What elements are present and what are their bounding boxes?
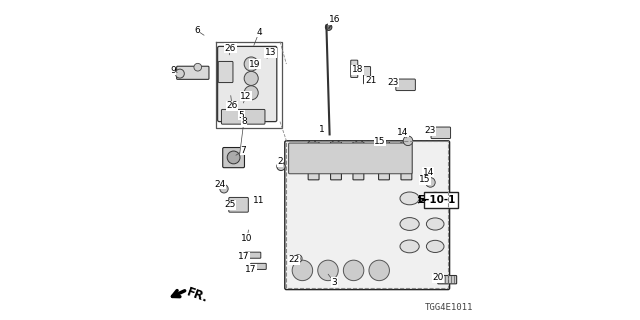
Text: 23: 23: [424, 126, 435, 135]
Circle shape: [220, 185, 228, 193]
FancyBboxPatch shape: [431, 127, 451, 139]
Circle shape: [403, 136, 413, 146]
FancyBboxPatch shape: [229, 197, 248, 212]
Text: 24: 24: [214, 180, 226, 188]
Text: 4: 4: [257, 28, 262, 36]
Text: 11: 11: [253, 196, 264, 204]
Text: 21: 21: [365, 76, 376, 85]
Circle shape: [277, 162, 285, 171]
FancyBboxPatch shape: [285, 141, 450, 290]
Text: 2: 2: [277, 157, 283, 166]
FancyBboxPatch shape: [364, 67, 371, 84]
FancyBboxPatch shape: [223, 148, 244, 168]
FancyBboxPatch shape: [351, 60, 358, 77]
Text: 12: 12: [240, 92, 252, 100]
Text: 6: 6: [194, 26, 200, 35]
Circle shape: [194, 63, 202, 71]
Ellipse shape: [426, 192, 444, 204]
FancyBboxPatch shape: [177, 66, 209, 79]
Text: 26: 26: [225, 44, 236, 52]
Text: 26: 26: [227, 101, 237, 110]
Ellipse shape: [400, 218, 419, 230]
Text: 17: 17: [245, 265, 256, 274]
Circle shape: [244, 71, 259, 85]
Text: 23: 23: [387, 78, 399, 87]
Text: 14: 14: [422, 168, 434, 177]
FancyBboxPatch shape: [218, 46, 277, 122]
Text: 10: 10: [241, 234, 253, 243]
Text: 25: 25: [224, 200, 236, 209]
Text: 5: 5: [239, 111, 244, 120]
Text: 14: 14: [397, 128, 408, 137]
Circle shape: [317, 260, 339, 281]
FancyBboxPatch shape: [221, 109, 265, 124]
Text: 17: 17: [238, 252, 250, 261]
Text: 13: 13: [265, 48, 276, 57]
Circle shape: [296, 257, 300, 260]
Circle shape: [388, 159, 399, 171]
Text: E-10-1: E-10-1: [418, 195, 456, 205]
FancyBboxPatch shape: [251, 263, 266, 269]
Text: FR.: FR.: [185, 285, 210, 305]
Text: 20: 20: [432, 273, 444, 282]
Text: 1: 1: [319, 125, 324, 134]
Circle shape: [292, 260, 312, 281]
Circle shape: [326, 24, 332, 30]
Text: 15: 15: [374, 137, 386, 146]
Ellipse shape: [400, 192, 419, 205]
Circle shape: [294, 255, 302, 262]
Circle shape: [426, 178, 435, 187]
Circle shape: [175, 69, 184, 78]
Circle shape: [227, 151, 240, 164]
Text: 7: 7: [241, 146, 246, 155]
Circle shape: [244, 57, 259, 71]
FancyBboxPatch shape: [218, 61, 233, 83]
FancyBboxPatch shape: [331, 142, 342, 180]
Text: 18: 18: [352, 65, 363, 74]
Text: 19: 19: [250, 60, 260, 68]
FancyBboxPatch shape: [308, 142, 319, 180]
Circle shape: [244, 86, 259, 100]
Text: TGG4E1011: TGG4E1011: [424, 303, 473, 312]
Circle shape: [369, 260, 390, 281]
Circle shape: [333, 159, 345, 171]
Ellipse shape: [400, 240, 419, 253]
Text: 22: 22: [288, 255, 300, 264]
Text: 3: 3: [332, 278, 337, 287]
Circle shape: [344, 260, 364, 281]
Circle shape: [361, 159, 372, 171]
Circle shape: [307, 159, 317, 171]
Ellipse shape: [426, 240, 444, 252]
FancyBboxPatch shape: [438, 276, 457, 284]
Ellipse shape: [426, 218, 444, 230]
FancyBboxPatch shape: [396, 79, 415, 91]
FancyBboxPatch shape: [378, 142, 389, 180]
Text: 15: 15: [419, 175, 431, 184]
FancyBboxPatch shape: [353, 142, 364, 180]
Text: 9: 9: [170, 66, 175, 75]
FancyBboxPatch shape: [245, 252, 261, 258]
Text: 16: 16: [329, 15, 340, 24]
FancyBboxPatch shape: [424, 192, 458, 208]
Text: 8: 8: [241, 117, 246, 126]
FancyBboxPatch shape: [401, 142, 412, 180]
FancyBboxPatch shape: [289, 143, 412, 174]
